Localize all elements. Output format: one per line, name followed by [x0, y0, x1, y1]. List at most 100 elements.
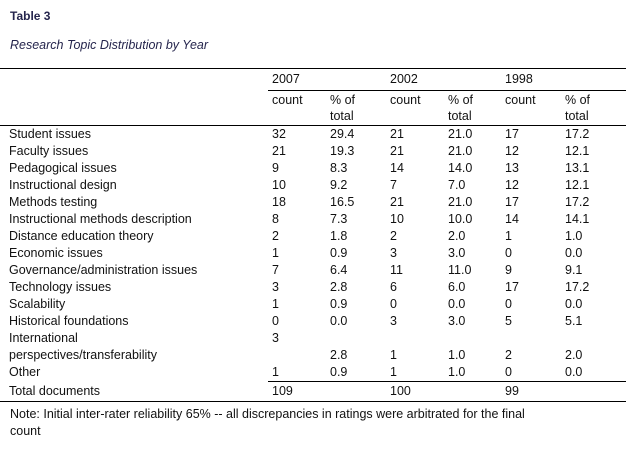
table-note: Note: Initial inter-rater reliability 65…: [10, 407, 525, 438]
cell-value: 19.3: [330, 144, 355, 158]
total-cell-value: 109: [268, 381, 326, 402]
table-row: Pedagogical issues 9 8.3 14 14.0 13 13.1: [0, 160, 626, 177]
row-label: Scalability: [9, 297, 66, 311]
count-header: count: [501, 90, 561, 126]
cell-value: 9: [505, 263, 512, 277]
table-row: Other 1 0.9 1 1.0 0 0.0: [0, 364, 626, 382]
cell-value: 17.2: [565, 280, 590, 294]
cell-value: 14: [390, 161, 404, 175]
cell-value: [561, 330, 626, 347]
cell-value: 7: [272, 263, 279, 277]
research-topic-table: 2007 2002 1998 count % of total count % …: [0, 68, 626, 402]
cell-value: 14.0: [448, 161, 473, 175]
cell-value: 6.4: [330, 263, 348, 277]
table-row: Scalability 1 0.9 0 0.0 0 0.0: [0, 296, 626, 313]
cell-value: 21.0: [448, 144, 473, 158]
cell-value: 1.0: [565, 229, 583, 243]
cell-value: [326, 330, 386, 347]
cell-value: 6.0: [448, 280, 466, 294]
table-header: 2007 2002 1998 count % of total count % …: [0, 68, 626, 126]
cell-value: 3.0: [448, 246, 466, 260]
table-row: perspectives/transferability 2.8 1 1.0 2 2.0: [0, 347, 626, 364]
cell-value: [386, 330, 444, 347]
row-label: Methods testing: [9, 195, 98, 209]
total-row: Total documents 109 100 99: [0, 381, 626, 402]
cell-value: 9: [272, 161, 279, 175]
cell-value: 3: [272, 280, 279, 294]
cell-value: 21: [390, 127, 404, 141]
table-row: Instructional methods description 8 7.3 10 1…: [0, 211, 626, 228]
cell-value: 0: [501, 364, 561, 382]
cell-value: 2: [390, 229, 397, 243]
cell-value: 7: [390, 178, 397, 192]
cell-value: 21: [390, 195, 404, 209]
cell-value: 5: [505, 314, 512, 328]
cell-value: 0.0: [561, 364, 626, 382]
row-label: Governance/administration issues: [9, 263, 198, 277]
cell-value: 0.9: [330, 246, 348, 260]
row-label: International: [9, 331, 78, 345]
cell-value: 1: [272, 297, 279, 311]
cell-value: 7.3: [330, 212, 348, 226]
cell-value: [501, 330, 561, 347]
cell-value: 3: [390, 314, 397, 328]
cell-value: 12.1: [565, 178, 590, 192]
total-row-label: Total documents: [0, 381, 268, 402]
pct-of-total-header: % of total: [444, 90, 501, 126]
cell-value: 0.0: [565, 297, 583, 311]
cell-value: 8: [272, 212, 279, 226]
count-header: count: [386, 90, 444, 126]
cell-value: 0.0: [448, 297, 466, 311]
cell-value: 17.2: [565, 195, 590, 209]
pct-of-total-header: % of total: [561, 90, 626, 126]
table-row: Distance education theory 2 1.8 2 2.0 1 1.0: [0, 228, 626, 245]
cell-value: 0.9: [326, 364, 386, 382]
cell-value: 2.0: [565, 348, 583, 362]
table-row: Student issues 32 29.4 21 21.0 17 17.2: [0, 126, 626, 144]
table-number: Table 3: [10, 9, 51, 23]
cell-value: 1: [272, 246, 279, 260]
cell-value: 1: [390, 348, 397, 362]
cell-value: 21: [272, 144, 286, 158]
cell-value: 10: [272, 178, 286, 192]
cell-value: 0: [390, 297, 397, 311]
year-header-row: 2007 2002 1998: [0, 68, 626, 91]
cell-value: 11.0: [448, 263, 472, 277]
cell-value: 17: [505, 195, 519, 209]
cell-value: 1: [505, 229, 512, 243]
table-row: Historical foundations 0 0.0 3 3.0 5 5.1: [0, 313, 626, 330]
year-header-1998: 1998: [501, 68, 626, 91]
total-cell-value: [326, 381, 386, 402]
cell-value: 2: [272, 229, 279, 243]
count-header: count: [268, 90, 326, 126]
cell-value: 1: [386, 364, 444, 382]
cell-value: 3.0: [448, 314, 466, 328]
cell-value: 21.0: [448, 195, 473, 209]
cell-value: 1.0: [444, 364, 501, 382]
table-row: Faculty issues 21 19.3 21 21.0 12 12.1: [0, 143, 626, 160]
cell-value: 17: [505, 127, 519, 141]
cell-value: 29.4: [330, 127, 355, 141]
row-label: Economic issues: [9, 246, 103, 260]
row-label: Student issues: [9, 127, 91, 141]
cell-value: 14: [505, 212, 519, 226]
empty-header-cell: [0, 68, 268, 91]
cell-value: 2: [505, 348, 512, 362]
total-cell-value: [444, 381, 501, 402]
cell-value: 7.0: [448, 178, 466, 192]
row-label: Instructional methods description: [9, 212, 192, 226]
table-row: Technology issues 3 2.8 6 6.0 17 17.2: [0, 279, 626, 296]
cell-value: 0: [272, 314, 279, 328]
cell-value: 17.2: [565, 127, 590, 141]
cell-value: 18: [272, 195, 286, 209]
cell-value: 2.8: [330, 348, 348, 362]
cell-value: 17: [505, 280, 519, 294]
table-row: International 3: [0, 330, 626, 347]
cell-value: 1: [268, 364, 326, 382]
empty-header-cell: [0, 90, 268, 126]
subheader-row: count % of total count % of total count …: [0, 90, 626, 126]
row-label: Other: [9, 365, 41, 379]
table-caption: Research Topic Distribution by Year: [10, 38, 209, 52]
year-header-2007: 2007: [268, 68, 386, 91]
